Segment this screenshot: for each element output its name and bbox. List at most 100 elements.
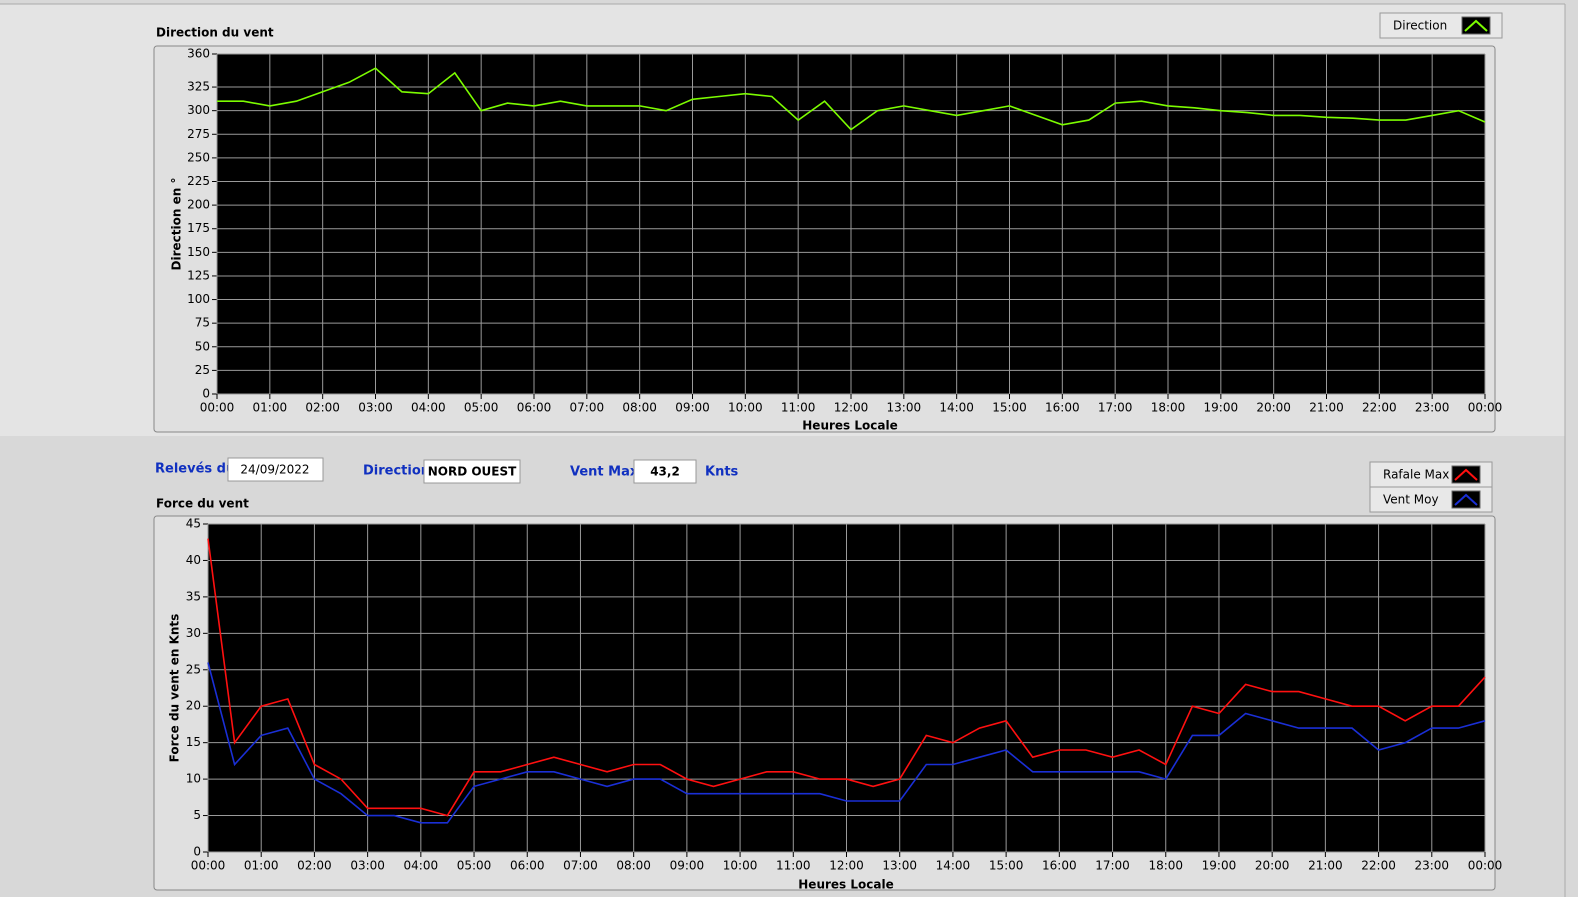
x-tick-label: 19:00 (1204, 401, 1239, 415)
y-tick-label: 45 (186, 517, 201, 531)
y-tick-label: 15 (186, 735, 201, 749)
x-tick-label: 17:00 (1095, 859, 1130, 873)
legend-swatch (1451, 490, 1481, 509)
x-tick-label: 02:00 (297, 859, 332, 873)
vent-max-label: Vent Max (570, 465, 639, 480)
x-tick-label: 01:00 (244, 859, 279, 873)
x-axis-label: Heures Locale (802, 419, 897, 433)
y-tick-label: 25 (186, 662, 201, 676)
x-tick-label: 11:00 (781, 401, 816, 415)
x-tick-label: 12:00 (829, 859, 864, 873)
x-tick-label: 20:00 (1256, 401, 1291, 415)
x-tick-label: 07:00 (563, 859, 598, 873)
y-tick-label: 250 (187, 150, 210, 164)
y-axis-label: Force du vent en Knts (168, 614, 182, 763)
x-tick-label: 02:00 (305, 401, 340, 415)
x-tick-label: 13:00 (887, 401, 922, 415)
x-tick-label: 00:00 (200, 401, 235, 415)
x-tick-label: 12:00 (834, 401, 869, 415)
x-tick-label: 18:00 (1148, 859, 1183, 873)
x-tick-label: 00:00 (1468, 859, 1503, 873)
x-tick-label: 03:00 (350, 859, 385, 873)
x-tick-label: 13:00 (882, 859, 917, 873)
date-value: 24/09/2022 (240, 463, 309, 477)
y-tick-label: 35 (186, 589, 201, 603)
x-tick-label: 19:00 (1202, 859, 1237, 873)
y-tick-label: 0 (193, 845, 201, 859)
x-tick-label: 20:00 (1255, 859, 1290, 873)
y-tick-label: 50 (195, 339, 210, 353)
direction-label: Direction (363, 464, 430, 479)
y-tick-label: 325 (187, 80, 210, 94)
x-tick-label: 05:00 (457, 859, 492, 873)
date-label: Relevés du (155, 462, 235, 477)
y-tick-label: 5 (193, 808, 201, 822)
x-tick-label: 08:00 (622, 401, 657, 415)
y-tick-label: 150 (187, 245, 210, 259)
x-tick-label: 10:00 (728, 401, 763, 415)
x-tick-label: 06:00 (510, 859, 545, 873)
legend-label: Rafale Max (1383, 468, 1449, 482)
x-tick-label: 11:00 (776, 859, 811, 873)
y-axis-label: Direction en ° (170, 178, 184, 271)
x-tick-label: 21:00 (1309, 401, 1344, 415)
x-tick-label: 09:00 (675, 401, 710, 415)
x-tick-label: 09:00 (670, 859, 705, 873)
y-tick-label: 75 (195, 316, 210, 330)
legend-label: Direction (1393, 19, 1447, 33)
vent-max-box (633, 459, 697, 484)
x-tick-label: 16:00 (1042, 859, 1077, 873)
x-tick-label: 23:00 (1414, 859, 1449, 873)
data-line (217, 67, 1486, 131)
x-axis-label: Heures Locale (798, 878, 893, 892)
chart-title: Direction du vent (156, 26, 274, 40)
x-tick-label: 03:00 (358, 401, 393, 415)
x-tick-label: 07:00 (570, 401, 605, 415)
x-tick-label: 05:00 (464, 401, 499, 415)
legend-swatch (1451, 465, 1481, 484)
y-tick-label: 0 (202, 387, 210, 401)
y-tick-label: 225 (187, 174, 210, 188)
data-line (207, 662, 1486, 824)
y-tick-label: 10 (186, 772, 201, 786)
x-tick-label: 16:00 (1045, 401, 1080, 415)
y-tick-label: 30 (186, 626, 201, 640)
legend-line (1454, 468, 1478, 481)
unit-label: Knts (705, 465, 739, 480)
y-tick-label: 360 (187, 47, 210, 61)
x-tick-label: 04:00 (411, 401, 446, 415)
legend-label: Vent Moy (1383, 493, 1439, 507)
direction-box (423, 459, 521, 484)
x-tick-label: 08:00 (616, 859, 651, 873)
y-tick-label: 40 (186, 553, 201, 567)
x-tick-label: 06:00 (517, 401, 552, 415)
y-tick-label: 125 (187, 268, 210, 282)
x-tick-label: 17:00 (1098, 401, 1133, 415)
y-tick-label: 175 (187, 221, 210, 235)
x-tick-label: 23:00 (1415, 401, 1450, 415)
y-tick-label: 200 (187, 198, 210, 212)
x-tick-label: 22:00 (1362, 401, 1397, 415)
data-line (207, 538, 1486, 817)
vent-max-value: 43,2 (650, 465, 680, 479)
legend-line (1454, 493, 1478, 506)
x-tick-label: 14:00 (936, 859, 971, 873)
legend-swatch (1461, 16, 1491, 35)
legend-line (1464, 19, 1488, 32)
x-tick-label: 22:00 (1361, 859, 1396, 873)
x-tick-label: 21:00 (1308, 859, 1343, 873)
x-tick-label: 00:00 (191, 859, 226, 873)
y-tick-label: 25 (195, 363, 210, 377)
y-tick-label: 20 (186, 699, 201, 713)
x-tick-label: 15:00 (992, 401, 1027, 415)
x-tick-label: 18:00 (1151, 401, 1186, 415)
x-tick-label: 14:00 (939, 401, 974, 415)
y-tick-label: 300 (187, 103, 210, 117)
x-tick-label: 00:00 (1468, 401, 1503, 415)
date-box (227, 457, 324, 482)
y-tick-label: 100 (187, 292, 210, 306)
direction-value: NORD OUEST (428, 465, 517, 479)
x-tick-label: 10:00 (723, 859, 758, 873)
